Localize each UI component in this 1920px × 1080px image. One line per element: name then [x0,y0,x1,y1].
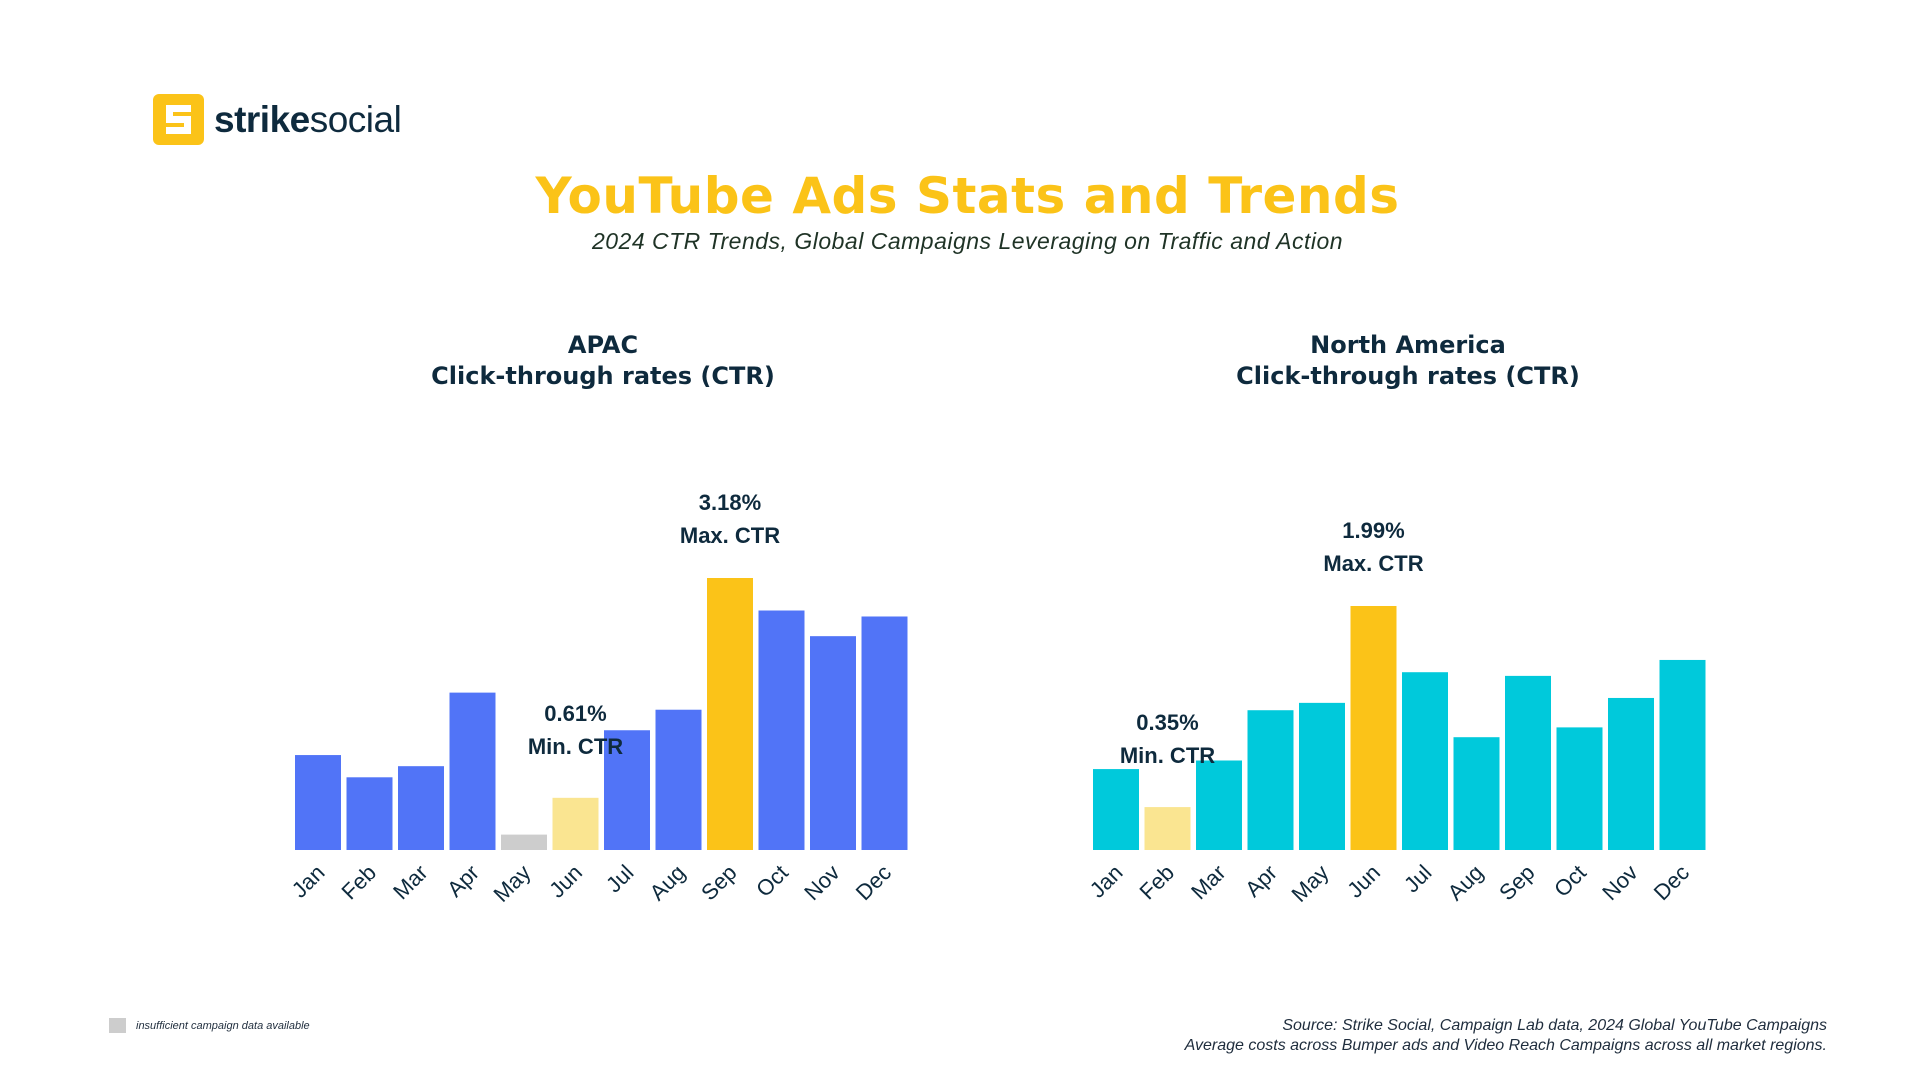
na-tick-apr: Apr [1240,860,1282,902]
apac-bar-oct [758,610,805,850]
legend-insufficient-swatch [109,1018,126,1033]
apac-bar-jul [604,730,650,850]
apac-bar-nov [810,636,856,850]
apac-tick-jul: Jul [601,860,639,898]
page-title: YouTube Ads Stats and Trends [535,167,1400,225]
apac-min-value-label: 0.61% [544,701,606,726]
na-bar-nov [1608,697,1654,850]
na-bar-mar [1196,760,1242,850]
apac-tick-mar: Mar [388,860,432,904]
na-min-annotation: Min. CTR [1120,743,1215,768]
apac-tick-jan: Jan [287,860,330,903]
strike-social-logo-icon [153,94,204,145]
apac-bar-sep [707,578,753,850]
na-min-value-label: 0.35% [1136,710,1198,735]
apac-max-value-label: 3.18% [699,490,761,515]
na-bar-jan [1093,769,1139,850]
apac-tick-apr: Apr [442,860,484,902]
source-note: Source: Strike Social, Campaign Lab data… [1185,1016,1827,1056]
na-tick-sep: Sep [1494,860,1539,905]
na-tick-jul: Jul [1399,860,1437,898]
apac-bar-apr [449,692,496,850]
brand-name-bold: strike [214,98,310,140]
apac-bar-jan [295,755,341,850]
legend-insufficient-label: insufficient campaign data available [136,1019,310,1032]
apac-bar-aug [655,709,702,850]
na-bar-apr [1247,710,1294,850]
na-tick-may: May [1286,860,1333,907]
na-max-value-label: 1.99% [1342,518,1404,543]
na-bar-may [1299,702,1345,850]
na-tick-jun: Jun [1342,860,1385,903]
na-bar-dec [1659,659,1706,850]
brand-wordmark: strikesocial [214,98,402,141]
na-tick-oct: Oct [1549,860,1591,902]
na-tick-aug: Aug [1443,860,1488,905]
apac-chart-title: APAC [568,331,638,359]
legend: insufficient campaign data available [109,1018,310,1033]
page-subtitle: 2024 CTR Trends, Global Campaigns Levera… [591,228,1344,254]
na-tick-jan: Jan [1085,860,1128,903]
apac-tick-nov: Nov [799,860,844,905]
brand-logo: strikesocial [153,94,402,145]
apac-tick-oct: Oct [751,860,793,902]
source-line-2: Average costs across Bumper ads and Vide… [1184,1037,1827,1054]
na-bar-aug [1453,737,1500,850]
apac-bar-jun [552,797,599,850]
apac-bar-may [501,834,547,850]
na-max-annotation: Max. CTR [1323,551,1423,576]
na-bar-oct [1556,727,1603,850]
na-tick-dec: Dec [1649,860,1694,905]
apac-tick-sep: Sep [696,860,741,905]
source-line-1: Source: Strike Social, Campaign Lab data… [1282,1017,1827,1034]
na-bar-jul [1402,672,1448,850]
apac-min-annotation: Min. CTR [528,734,623,759]
na-tick-nov: Nov [1597,860,1642,905]
na-tick-mar: Mar [1186,860,1230,904]
apac-bar-dec [861,616,908,850]
apac-tick-aug: Aug [645,860,690,905]
apac-tick-dec: Dec [851,860,896,905]
apac-chart-subtitle: Click-through rates (CTR) [431,362,775,390]
apac-bar-feb [346,777,393,850]
apac-tick-feb: Feb [337,860,381,904]
na-chart-title: North America [1310,331,1506,359]
apac-tick-jun: Jun [544,860,587,903]
apac-max-annotation: Max. CTR [680,523,780,548]
apac-bar-mar [398,766,444,850]
na-tick-feb: Feb [1135,860,1179,904]
na-bar-jun [1350,606,1397,850]
na-chart-subtitle: Click-through rates (CTR) [1236,362,1580,390]
na-bar-sep [1505,675,1551,850]
na-bar-feb [1144,807,1191,850]
apac-tick-may: May [488,860,535,907]
brand-name-light: social [309,98,402,140]
